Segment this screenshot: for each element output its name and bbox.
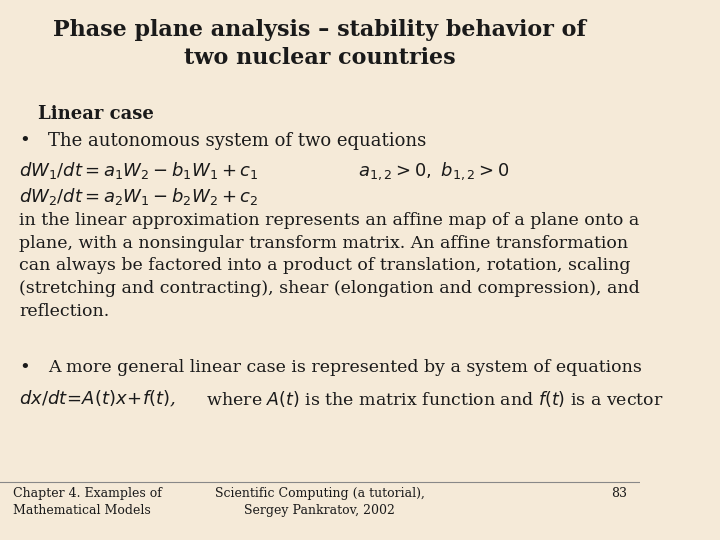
- Text: 83: 83: [611, 487, 627, 500]
- Text: •: •: [19, 359, 30, 377]
- Text: $dW_2/dt = a_2W_1 - b_2W_2 + c_2$: $dW_2/dt = a_2W_1 - b_2W_2 + c_2$: [19, 186, 258, 207]
- Text: •: •: [19, 132, 30, 150]
- Text: $dW_1/dt = a_1W_2 - b_1W_1 + c_1$: $dW_1/dt = a_1W_2 - b_1W_1 + c_1$: [19, 160, 258, 181]
- Text: Linear case: Linear case: [38, 105, 154, 123]
- Text: Chapter 4. Examples of
Mathematical Models: Chapter 4. Examples of Mathematical Mode…: [13, 487, 162, 517]
- Text: $a_{1,2} > 0,\ b_{1,2} > 0$: $a_{1,2} > 0,\ b_{1,2} > 0$: [358, 160, 509, 182]
- Text: The autonomous system of two equations: The autonomous system of two equations: [48, 132, 426, 150]
- Text: in the linear approximation represents an affine map of a plane onto a
plane, wi: in the linear approximation represents a…: [19, 212, 640, 320]
- Text: where $A(t)$ is the matrix function and $f(t)$ is a vector: where $A(t)$ is the matrix function and …: [202, 389, 664, 409]
- Text: A more general linear case is represented by a system of equations: A more general linear case is represente…: [48, 359, 642, 376]
- Text: Phase plane analysis – stability behavior of
two nuclear countries: Phase plane analysis – stability behavio…: [53, 19, 586, 69]
- Text: Scientific Computing (a tutorial),
Sergey Pankratov, 2002: Scientific Computing (a tutorial), Serge…: [215, 487, 425, 517]
- Text: $dx/dt\!=\!A(t)x\!+\!f(t)$,: $dx/dt\!=\!A(t)x\!+\!f(t)$,: [19, 389, 176, 409]
